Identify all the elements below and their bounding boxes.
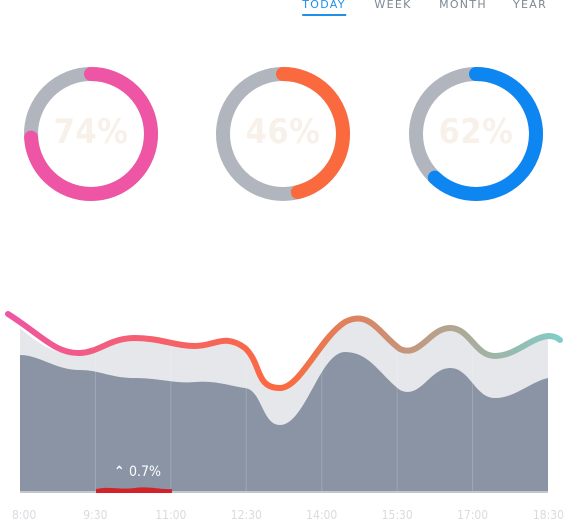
activity-area-chart: ⌃ 0.7% 8:00 9:30 11:00 12:30 14:00 15:30 17:00…: [0, 290, 568, 520]
area-chart-svg: ⌃ 0.7% 8:00 9:30 11:00 12:30 14:00 15:30 17:00…: [5, 290, 564, 520]
tab-week[interactable]: WEEK: [374, 0, 412, 11]
tab-month[interactable]: MONTH: [439, 0, 487, 11]
gauge-3-progress: [409, 67, 543, 201]
x-tick-label: 14:00: [306, 508, 337, 520]
time-range-tabs: TODAY WEEK MONTH YEAR: [0, 0, 568, 24]
x-tick-label: 12:30: [231, 508, 262, 520]
gauge-3: 62%: [402, 60, 550, 208]
gauge-2-progress: [216, 67, 350, 201]
gauge-1-value: 74%: [53, 112, 129, 152]
chart-gridlines: [94, 290, 474, 493]
change-indicator-bar: [96, 487, 172, 493]
gauge-1-ring: [24, 67, 158, 201]
x-tick-label: 8:00: [12, 508, 36, 520]
tab-year[interactable]: YEAR: [512, 0, 548, 11]
chart-baseline: [20, 491, 548, 493]
gauge-2: 46%: [209, 60, 357, 208]
gauge-2-value: 46%: [245, 112, 321, 152]
chart-fill-area: [20, 352, 548, 493]
change-indicator-label: ⌃ 0.7%: [114, 464, 161, 480]
change-indicator-value: 0.7%: [129, 464, 161, 480]
gauge-3-value: 62%: [438, 112, 514, 152]
x-tick-label: 17:00: [457, 508, 488, 520]
gauge-2-ring: [216, 67, 350, 201]
x-tick-label: 11:00: [155, 508, 186, 520]
x-axis-tick-labels: 8:00 9:30 11:00 12:30 14:00 15:30 17:00 18:30: [12, 508, 564, 520]
chart-trend-line: [5, 311, 563, 392]
chart-band-area: [20, 321, 548, 425]
chevron-up-icon: ⌃: [114, 464, 129, 480]
gauge-1-progress: [24, 67, 158, 201]
x-tick-label: 9:30: [83, 508, 107, 520]
gauge-1: 74%: [17, 60, 165, 208]
gauge-3-ring: [409, 67, 543, 201]
x-tick-label: 15:30: [382, 508, 413, 520]
x-tick-label: 18:30: [533, 508, 564, 520]
tab-today[interactable]: TODAY: [302, 0, 346, 16]
